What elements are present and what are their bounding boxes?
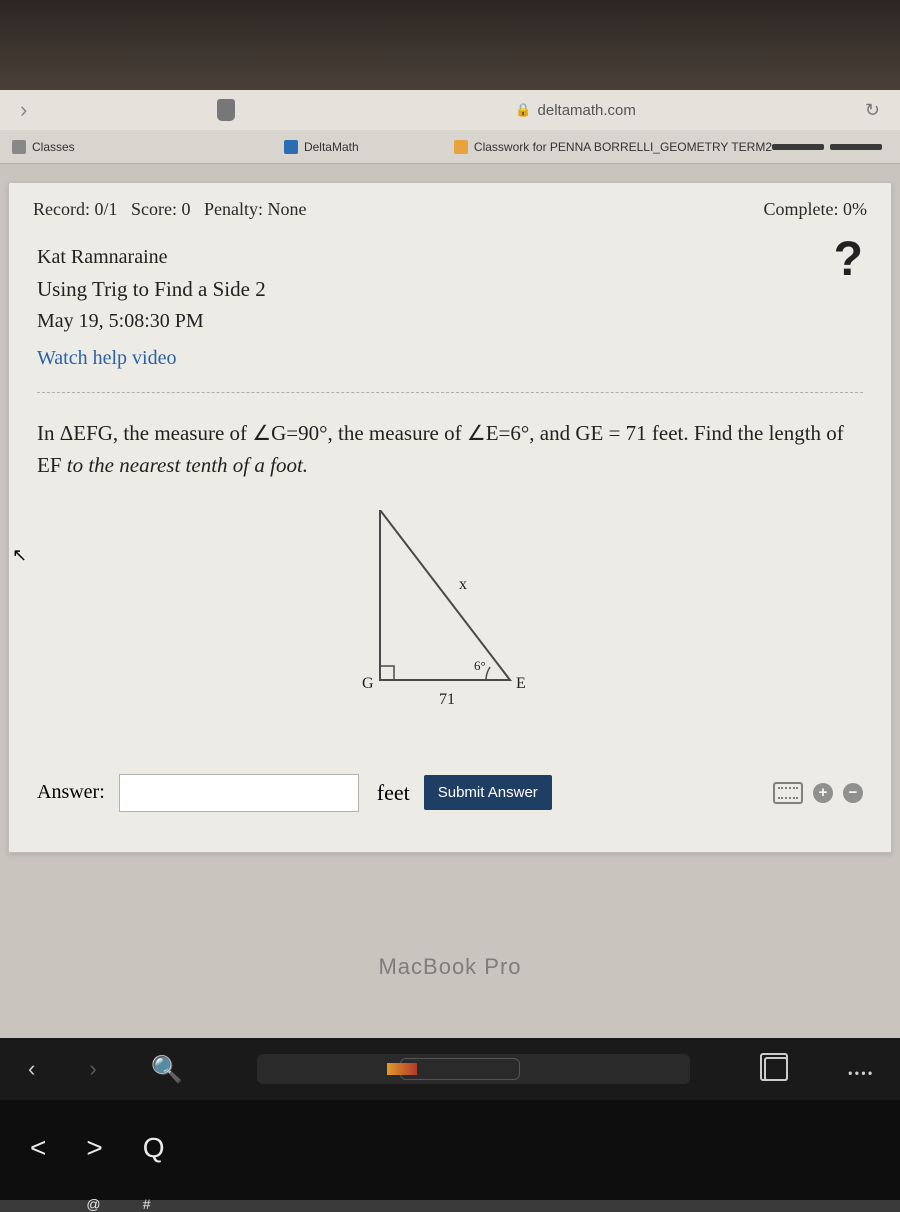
minus-icon[interactable]: −: [843, 783, 863, 803]
chevron-right-icon[interactable]: ›: [89, 1056, 96, 1082]
tab-label: Classwork for PENNA BORRELLI_GEOMETRY TE…: [474, 140, 772, 154]
key-angle-left[interactable]: <: [30, 1110, 46, 1164]
answer-row: Answer: feet Submit Answer + −: [37, 774, 863, 812]
plus-icon[interactable]: +: [813, 783, 833, 803]
chevron-left-icon[interactable]: ‹: [28, 1056, 35, 1082]
tab-deltamath[interactable]: DeltaMath: [272, 130, 442, 163]
keyboard-icon[interactable]: [773, 782, 803, 804]
tab-strip: Classes DeltaMath Classwork for PENNA BO…: [0, 130, 900, 164]
student-name: Kat Ramnaraine: [37, 242, 863, 273]
assignment-timestamp: May 19, 5:08:30 PM: [37, 306, 863, 337]
tab-progress-bars: [772, 144, 888, 150]
touchbar-pill[interactable]: [400, 1058, 520, 1080]
penalty-text: Penalty: None: [204, 199, 306, 219]
record-text: Record: 0/1: [33, 199, 117, 219]
siri-icon[interactable]: ᠁: [842, 1046, 872, 1092]
search-icon[interactable]: 🔍: [151, 1054, 183, 1085]
back-icon[interactable]: ›: [20, 97, 27, 123]
problem-text: In ΔEFG, the measure of ∠G=90°, the meas…: [37, 417, 863, 482]
copy-icon[interactable]: [764, 1057, 788, 1081]
input-tool-icons: + −: [773, 782, 863, 804]
status-row: Record: 0/1 Score: 0 Penalty: None Compl…: [9, 183, 891, 236]
svg-text:6°: 6°: [474, 658, 486, 673]
answer-label: Answer:: [37, 781, 105, 804]
score-text: Score: 0: [131, 199, 190, 219]
touchbar-row: ‹ › 🔍 ᠁: [0, 1038, 900, 1100]
reload-icon[interactable]: ↻: [865, 100, 880, 121]
tab-classwork[interactable]: Classwork for PENNA BORRELLI_GEOMETRY TE…: [442, 130, 900, 163]
help-icon[interactable]: ?: [834, 232, 863, 287]
address-bar: › 🔒 deltamath.com ↻: [0, 90, 900, 130]
privacy-shield-icon[interactable]: [217, 99, 235, 121]
svg-text:x: x: [459, 576, 467, 593]
classroom-favicon-icon: [12, 140, 26, 154]
triangle-diagram: FGE716°x: [350, 510, 550, 730]
browser-window: › 🔒 deltamath.com ↻ Classes DeltaMath Cl…: [0, 90, 900, 1100]
assignment-title: Using Trig to Find a Side 2: [37, 273, 863, 306]
tab-label: Classes: [32, 140, 75, 154]
tab-label: DeltaMath: [304, 140, 359, 154]
svg-text:G: G: [362, 675, 374, 692]
lock-icon: 🔒: [515, 102, 531, 118]
key-at[interactable]: @: [86, 1136, 102, 1212]
deltamath-favicon-icon: [284, 140, 298, 154]
key-hash[interactable]: #: [143, 1136, 165, 1212]
keyboard-row: < > @ Q #: [0, 1100, 900, 1200]
tab-classes[interactable]: Classes: [0, 130, 272, 163]
svg-text:71: 71: [439, 691, 455, 708]
complete-text: Complete: 0%: [764, 199, 867, 220]
divider: [37, 392, 863, 393]
watch-help-video-link[interactable]: Watch help video: [37, 347, 176, 370]
cursor-icon: ↖: [12, 545, 27, 566]
answer-unit: feet: [377, 780, 410, 806]
submit-answer-button[interactable]: Submit Answer: [424, 775, 552, 810]
url-text[interactable]: deltamath.com: [538, 102, 636, 119]
classroom-favicon-icon: [454, 140, 468, 154]
touchbar[interactable]: [257, 1054, 690, 1084]
svg-text:E: E: [516, 675, 526, 692]
problem-card: Record: 0/1 Score: 0 Penalty: None Compl…: [8, 182, 892, 853]
answer-input[interactable]: [119, 774, 359, 812]
device-model-label: MacBook Pro: [0, 954, 900, 980]
